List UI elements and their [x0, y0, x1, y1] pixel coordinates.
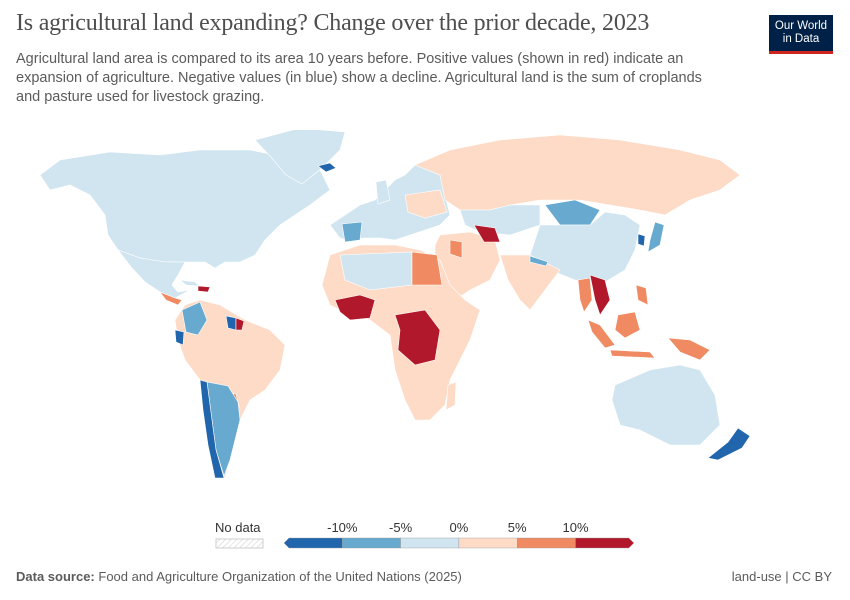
region-spain[interactable] [341, 221, 363, 243]
region-korea[interactable] [637, 233, 646, 247]
region-egypt[interactable] [411, 251, 443, 286]
region-japan[interactable] [647, 221, 665, 253]
source-text[interactable]: Food and Agriculture Organization of the… [98, 569, 462, 584]
owid-logo[interactable]: Our World in Data [769, 15, 833, 54]
region-chile[interactable] [199, 379, 225, 479]
region-ecuador[interactable] [174, 329, 185, 346]
legend-bin[interactable] [400, 537, 460, 549]
region-cuba[interactable] [179, 279, 201, 287]
region-australia[interactable] [611, 364, 721, 446]
legend-bin[interactable] [517, 537, 576, 549]
region-dr-congo[interactable] [394, 309, 441, 366]
region-iceland[interactable] [317, 162, 337, 173]
region-sulawesi-java[interactable] [609, 349, 656, 359]
legend-bin[interactable] [342, 537, 401, 549]
page-subtitle: Agricultural land area is compared to it… [16, 51, 702, 105]
legend-no-data-swatch [215, 538, 264, 549]
region-west-africa[interactable] [334, 294, 376, 321]
legend-bin[interactable] [575, 537, 635, 549]
footer-source: Data source: Food and Agriculture Organi… [16, 569, 462, 584]
page-title: Is agricultural land expanding? Change o… [16, 10, 650, 36]
region-hispaniola[interactable] [197, 285, 211, 293]
region-north-america[interactable] [39, 149, 331, 269]
region-new-guinea[interactable] [667, 337, 711, 361]
region-iraq[interactable] [449, 239, 463, 259]
legend-tick-label: -10% [327, 520, 358, 535]
region-turkmenistan[interactable] [473, 224, 501, 243]
region-eastern-europe[interactable] [404, 189, 448, 219]
legend-tick-label: 10% [562, 520, 588, 535]
legend-bin[interactable] [458, 537, 518, 549]
legend-tick-label: -5% [389, 520, 413, 535]
legend-tick-label: 0% [450, 520, 469, 535]
region-north-africa[interactable] [339, 251, 413, 291]
footer-license[interactable]: land-use | CC BY [731, 569, 832, 584]
region-sumatra[interactable] [587, 319, 616, 349]
region-thailand[interactable] [577, 277, 593, 313]
region-mexico[interactable] [117, 249, 191, 299]
region-madagascar[interactable] [445, 381, 457, 411]
logo-line-1: Our World [774, 20, 828, 32]
region-central-america[interactable] [159, 291, 183, 306]
world-map[interactable] [0, 130, 850, 500]
legend-tick-label: 5% [508, 520, 527, 535]
region-vietnam[interactable] [589, 274, 611, 316]
logo-line-2: in Data [782, 33, 820, 45]
region-colombia[interactable] [181, 301, 208, 336]
legend-no-data-label: No data [215, 520, 261, 535]
region-french-guiana[interactable] [235, 317, 245, 331]
region-mongolia[interactable] [544, 199, 601, 226]
region-philippines[interactable] [635, 284, 649, 306]
source-label: Data source: [16, 569, 95, 584]
region-borneo[interactable] [614, 311, 641, 339]
region-nepal[interactable] [529, 255, 549, 267]
region-uk[interactable] [375, 179, 391, 205]
region-new-zealand[interactable] [707, 427, 751, 461]
map-legend: No data -10% -5% 0% 5% 10% [215, 520, 635, 549]
legend-bin[interactable] [283, 537, 343, 549]
